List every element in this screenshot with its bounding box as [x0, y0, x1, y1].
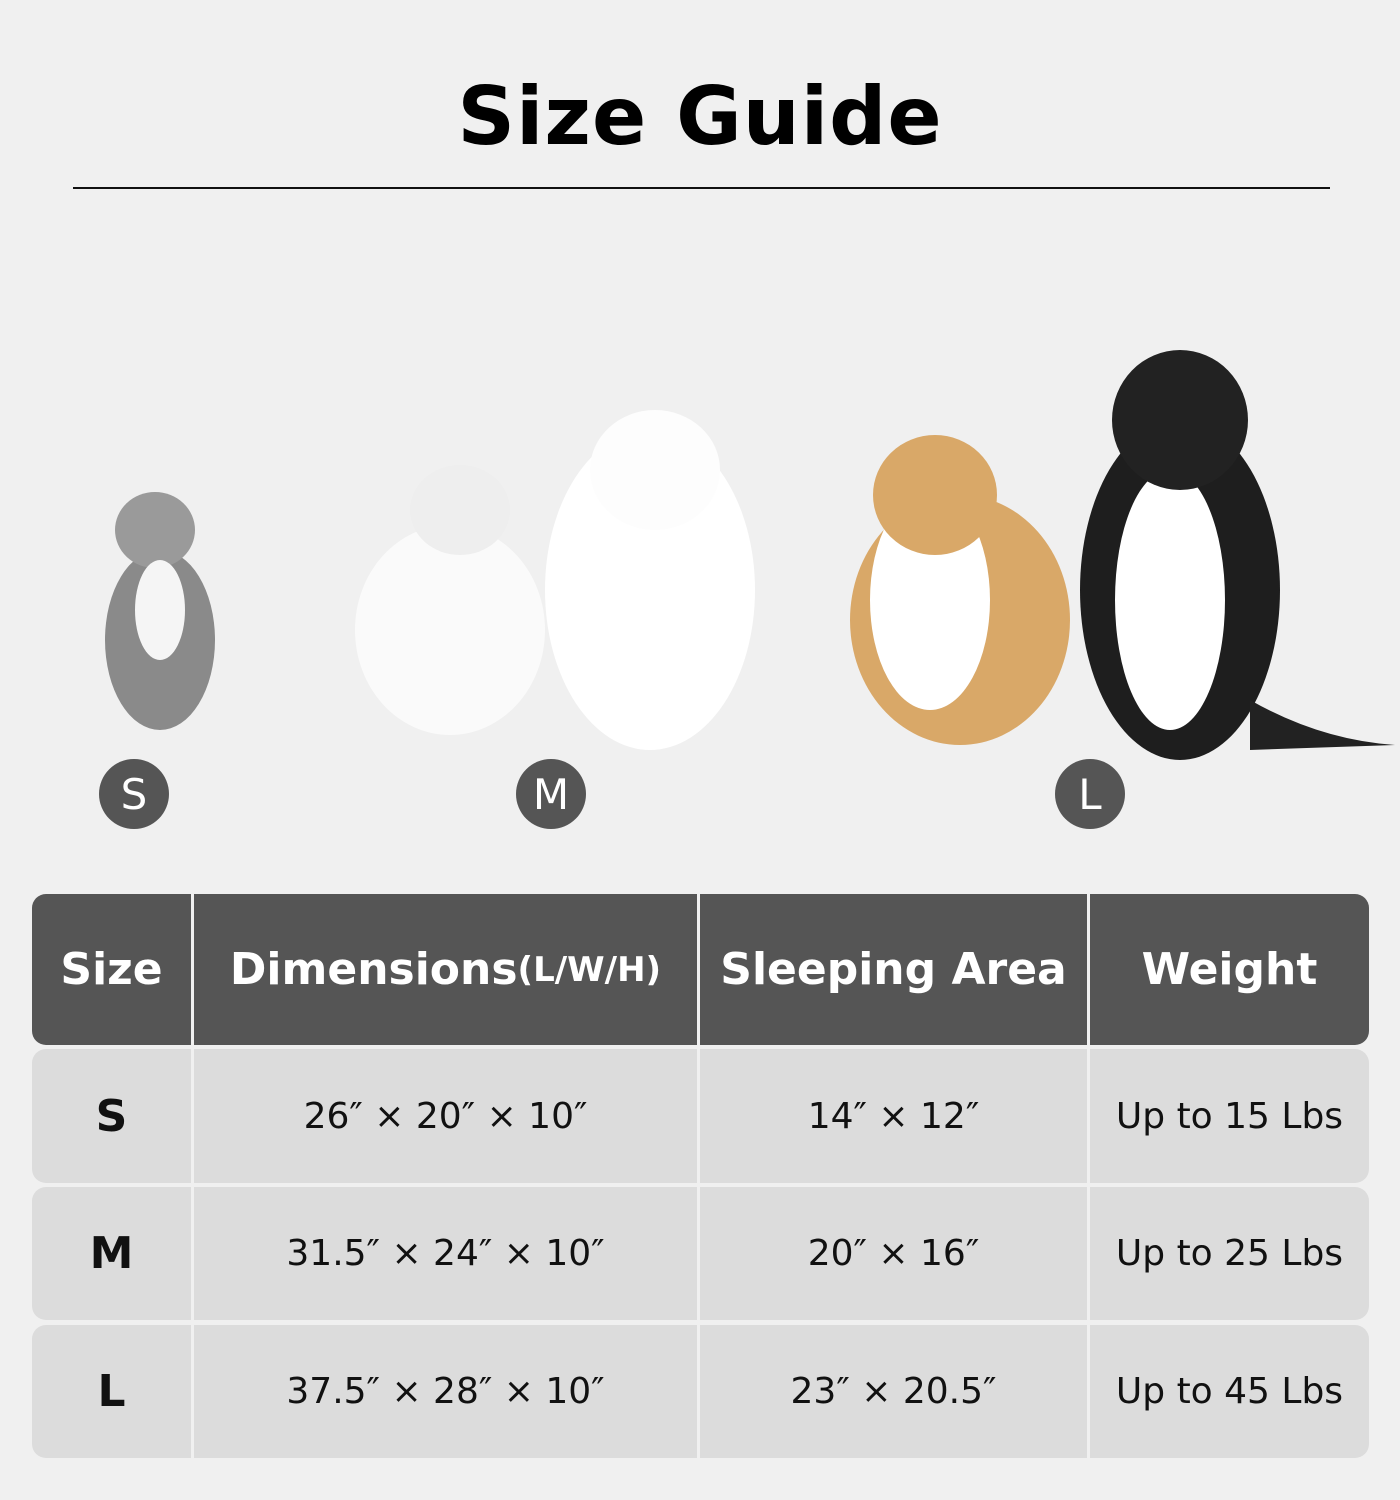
- medium-cat-image: [355, 465, 545, 735]
- header-sleeping-area: Sleeping Area: [700, 894, 1087, 1045]
- size-badge-m: M: [516, 759, 586, 829]
- size-badge-s: S: [99, 759, 169, 829]
- cell-weight: Up to 25 Lbs: [1090, 1187, 1369, 1320]
- cell-sleeping-area: 23″ × 20.5″: [700, 1325, 1087, 1458]
- table-row: S 26″ × 20″ × 10″ 14″ × 12″ Up to 15 Lbs: [32, 1049, 1369, 1183]
- cell-weight: Up to 45 Lbs: [1090, 1325, 1369, 1458]
- cell-dimensions: 26″ × 20″ × 10″: [194, 1049, 697, 1183]
- cell-dimensions: 37.5″ × 28″ × 10″: [194, 1325, 697, 1458]
- cell-size: M: [32, 1187, 191, 1320]
- size-badge-l: L: [1055, 759, 1125, 829]
- table-row: L 37.5″ × 28″ × 10″ 23″ × 20.5″ Up to 45…: [32, 1325, 1369, 1458]
- cell-dimensions: 31.5″ × 24″ × 10″: [194, 1187, 697, 1320]
- border-collie-image: [1080, 350, 1395, 760]
- header-weight: Weight: [1090, 894, 1369, 1045]
- small-cat-image: [105, 492, 215, 730]
- pomeranian-image: [545, 410, 755, 750]
- header-dimensions-unit: (L/W/H): [517, 949, 662, 990]
- cell-size: S: [32, 1049, 191, 1183]
- title-divider: [73, 187, 1330, 189]
- corgi-image: [850, 435, 1070, 745]
- header-size: Size: [32, 894, 191, 1045]
- header-dimensions: Dimensions (L/W/H): [194, 894, 697, 1045]
- cell-sleeping-area: 20″ × 16″: [700, 1187, 1087, 1320]
- pets-illustration: [105, 350, 1395, 760]
- table-row: M 31.5″ × 24″ × 10″ 20″ × 16″ Up to 25 L…: [32, 1187, 1369, 1320]
- cell-sleeping-area: 14″ × 12″: [700, 1049, 1087, 1183]
- cell-size: L: [32, 1325, 191, 1458]
- header-dimensions-label: Dimensions: [229, 944, 518, 995]
- cell-weight: Up to 15 Lbs: [1090, 1049, 1369, 1183]
- table-header: Size Dimensions (L/W/H) Sleeping Area Wei…: [32, 894, 1369, 1045]
- page-title: Size Guide: [457, 70, 943, 163]
